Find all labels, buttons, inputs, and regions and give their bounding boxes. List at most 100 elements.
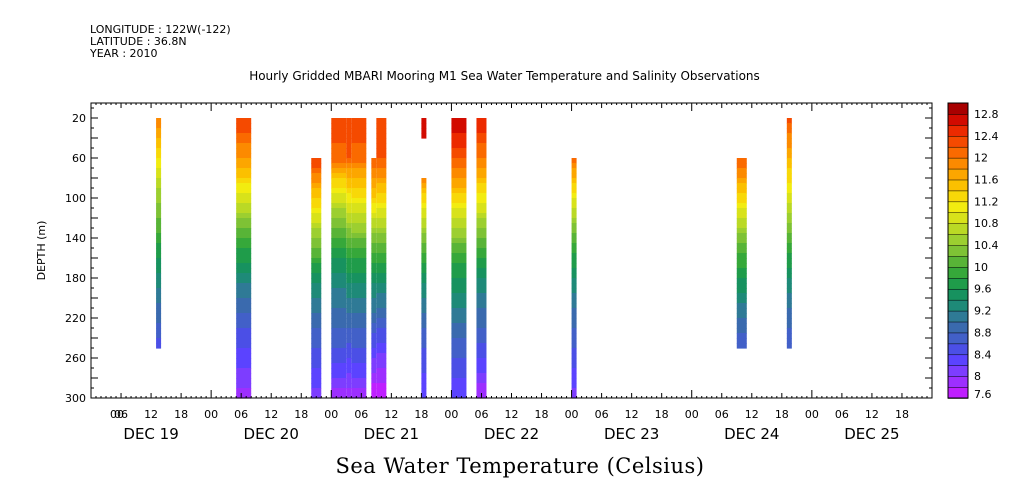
data-cell (156, 323, 162, 329)
data-cell (571, 173, 577, 179)
data-cell (236, 373, 252, 379)
data-cell (421, 273, 427, 279)
data-cell (311, 358, 322, 364)
data-cell (571, 238, 577, 244)
colorbar-label: 10.4 (974, 239, 999, 252)
data-cell (236, 308, 252, 314)
data-cell (451, 153, 467, 159)
data-segment-4 (346, 118, 352, 399)
data-cell (786, 213, 792, 219)
data-cell (451, 248, 467, 254)
data-cell (571, 278, 577, 284)
data-cell (371, 333, 377, 339)
data-cell (376, 268, 387, 274)
data-cell (476, 143, 487, 149)
data-cell (346, 373, 352, 379)
data-cell (346, 308, 352, 314)
data-cell (571, 293, 577, 299)
data-cell (351, 388, 367, 394)
data-cell (451, 383, 467, 389)
data-cell (156, 343, 162, 349)
data-cell (786, 118, 792, 124)
data-cell (371, 283, 377, 289)
data-cell (421, 388, 427, 394)
data-cell (451, 283, 467, 289)
colorbar-cell (947, 299, 969, 312)
data-cell (786, 128, 792, 134)
data-cell (351, 188, 367, 194)
data-cell (421, 298, 427, 304)
data-cell (421, 283, 427, 289)
data-cell (236, 173, 252, 179)
data-cell (571, 358, 577, 364)
x-tick-label: 06 (114, 408, 128, 421)
data-cell (331, 158, 347, 164)
data-cell (311, 373, 322, 379)
data-cell (331, 348, 347, 354)
data-cell (476, 323, 487, 329)
data-cell (236, 303, 252, 309)
data-cell (371, 383, 377, 389)
data-cell (571, 273, 577, 279)
data-cell (376, 393, 387, 399)
data-cell (571, 158, 577, 164)
data-cell (786, 173, 792, 179)
data-cell (786, 153, 792, 159)
data-cell (451, 223, 467, 229)
data-cell (346, 188, 352, 194)
data-cell (736, 288, 747, 294)
data-cell (421, 178, 427, 184)
data-cell (736, 298, 747, 304)
data-cell (571, 283, 577, 289)
data-cell (236, 323, 252, 329)
data-cell (571, 268, 577, 274)
data-cell (371, 288, 377, 294)
data-cell (571, 203, 577, 209)
colorbar-cell (947, 233, 969, 246)
data-cell (371, 378, 377, 384)
data-cell (351, 198, 367, 204)
data-cell (311, 188, 322, 194)
data-cell (346, 303, 352, 309)
data-cell (476, 283, 487, 289)
data-cell (571, 348, 577, 354)
data-cell (346, 248, 352, 254)
data-cell (786, 318, 792, 324)
data-cell (451, 303, 467, 309)
data-cell (351, 193, 367, 199)
data-cell (236, 288, 252, 294)
year-label: YEAR : 2010 (90, 47, 158, 60)
data-cell (376, 223, 387, 229)
data-cell (451, 273, 467, 279)
data-cell (156, 203, 162, 209)
data-cell (351, 253, 367, 259)
data-cell (421, 238, 427, 244)
data-cell (311, 178, 322, 184)
data-cell (476, 278, 487, 284)
data-cell (156, 313, 162, 319)
data-cell (736, 168, 747, 174)
data-segment-6 (371, 158, 377, 399)
data-cell (476, 188, 487, 194)
data-cell (421, 278, 427, 284)
data-cell (451, 393, 467, 399)
data-cell (351, 293, 367, 299)
data-cell (371, 268, 377, 274)
x-tick-label: 18 (895, 408, 909, 421)
data-cell (331, 268, 347, 274)
data-cell (236, 148, 252, 154)
data-cell (156, 163, 162, 169)
colorbar-label: 11.6 (974, 173, 999, 186)
data-cell (156, 293, 162, 299)
data-cell (736, 198, 747, 204)
data-cell (451, 148, 467, 154)
data-cell (421, 258, 427, 264)
data-cell (451, 323, 467, 329)
data-cell (736, 173, 747, 179)
data-cell (236, 168, 252, 174)
data-cell (376, 218, 387, 224)
x-tick-label: 00 (204, 408, 218, 421)
data-cell (351, 213, 367, 219)
data-cell (476, 348, 487, 354)
data-cell (331, 328, 347, 334)
